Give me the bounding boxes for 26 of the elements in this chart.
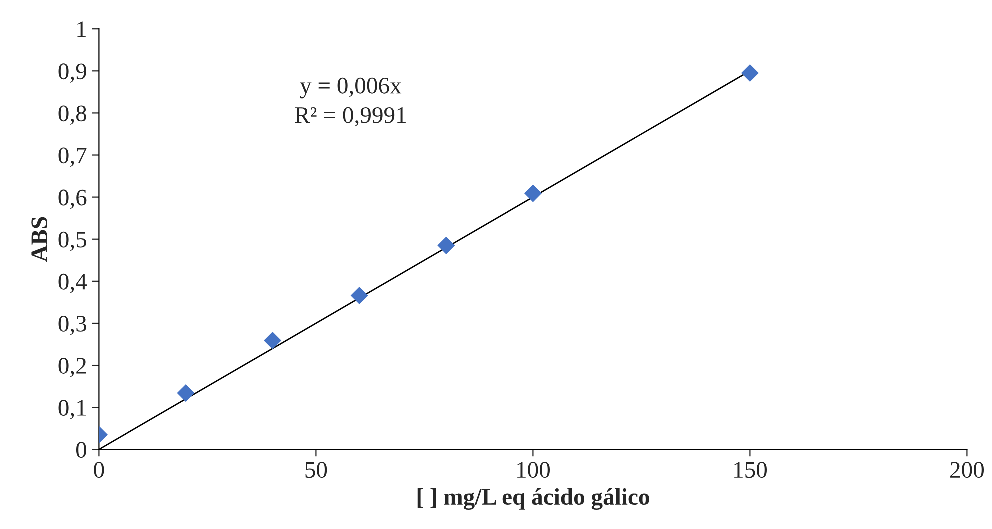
point — [741, 64, 759, 82]
y-tick-label: 0,9 — [58, 64, 86, 83]
point — [264, 332, 282, 350]
point — [438, 236, 456, 254]
x-tick-label: 100 — [518, 462, 550, 478]
y-tick-label: 0,5 — [58, 232, 86, 252]
y-tick-label: 0,7 — [58, 148, 87, 168]
x-tick-label: 0 — [94, 462, 104, 478]
x-axis-title: [ ] mg/L eq ácido gálico — [418, 488, 650, 510]
y-tick-label: 0,8 — [58, 106, 86, 126]
x-tick-label: 50 — [306, 462, 328, 478]
x-tick-label: 150 — [734, 462, 768, 478]
x-tick-label: 200 — [950, 462, 984, 478]
annotation: y = 0,006x — [300, 78, 402, 99]
y-tick-label: 0 — [76, 442, 86, 458]
y-tick-label: 0,4 — [58, 274, 88, 294]
point — [350, 286, 368, 305]
annotation: R² = 0,9991 — [295, 107, 406, 127]
y-tick-label: 0,3 — [58, 316, 86, 336]
point — [177, 384, 195, 402]
y-tick-label: 0,6 — [58, 190, 87, 210]
y-tick-label: 1 — [78, 22, 86, 38]
y-tick-label: 0,2 — [58, 358, 86, 378]
y-tick-label: 0,1 — [58, 400, 86, 420]
y-axis-title: ABS — [32, 217, 48, 262]
point — [524, 184, 542, 202]
